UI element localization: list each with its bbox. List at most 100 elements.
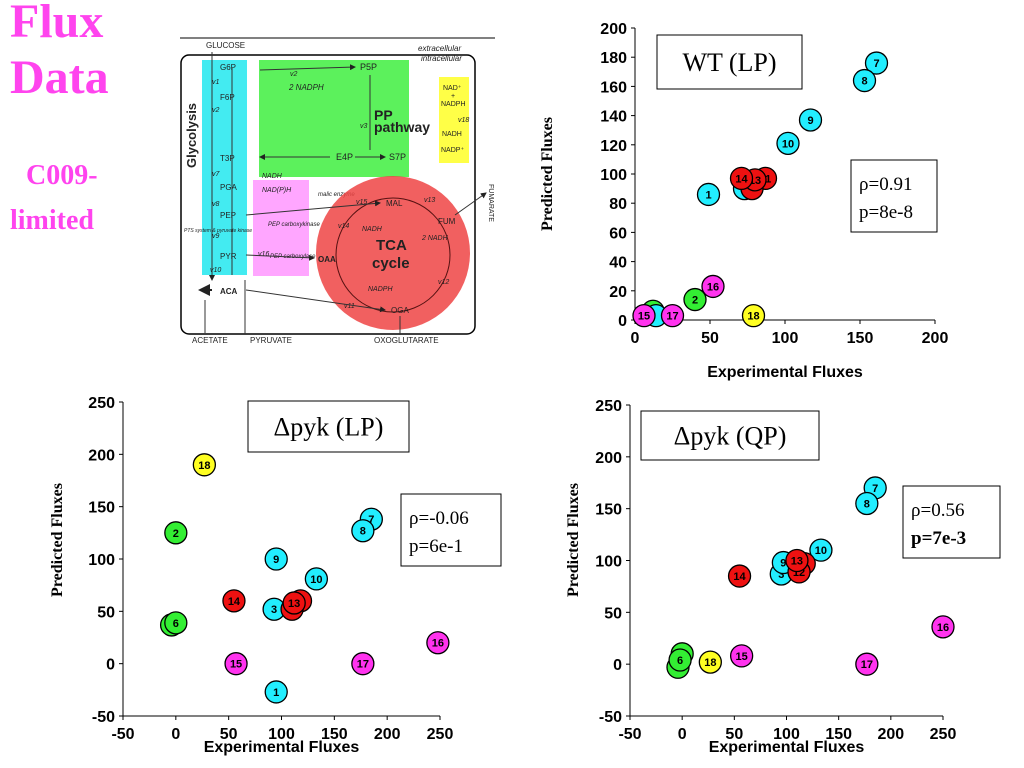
data-point-marker (864, 51, 889, 75)
pathway-label: pathway (374, 119, 430, 135)
data-point-marker (304, 567, 329, 591)
e4p-label: E4P (336, 152, 353, 162)
oxoglutarate-label: OXOGLUTARATE (374, 336, 439, 345)
data-point-marker (683, 287, 707, 312)
x-tick-label: 50 (725, 726, 743, 743)
data-point: 17 (351, 652, 375, 676)
data-point: 16 (426, 631, 450, 655)
data-point: 18 (698, 650, 722, 674)
data-point-label: 14 (735, 173, 748, 185)
data-point-marker (164, 521, 188, 545)
t3p-label: T3P (220, 154, 235, 163)
x-tick-label: 50 (220, 726, 238, 743)
y-tick-label: 0 (106, 657, 115, 674)
data-point: 13 (785, 548, 809, 573)
pep-carboxykinase-label: PEP carboxykinase (268, 222, 320, 228)
v14-label: v14 (338, 223, 349, 230)
x-tick-label: 250 (427, 726, 454, 743)
data-point-label: 7 (368, 514, 374, 526)
data-point-marker (776, 131, 800, 155)
y-tick-label: 0 (613, 657, 622, 674)
data-point: 8 (351, 519, 375, 543)
data-point-marker (264, 547, 288, 571)
fumarate-label: FUMARATE (487, 184, 494, 222)
data-point-marker (660, 303, 685, 328)
x-axis-label: Experimental Fluxes (204, 739, 360, 756)
stats-box (902, 485, 1001, 559)
y-tick-label: 80 (609, 196, 627, 213)
data-point-marker (426, 631, 450, 655)
data-point-marker (351, 519, 375, 543)
pyr-to-oaa-arrow (245, 254, 315, 261)
page-subtitle-line1: C009- (26, 160, 98, 191)
intracellular-label: intracellular (421, 54, 462, 63)
data-point-marker (698, 650, 722, 674)
data-point-label: 17 (357, 659, 369, 671)
data-point-marker (164, 611, 188, 635)
tca-label: TCA (376, 237, 407, 254)
data-point: 14 (727, 564, 752, 588)
plus-label: + (451, 93, 455, 100)
y-tick-label: 120 (600, 138, 627, 155)
stats-box (850, 159, 938, 233)
x-tick-label: 200 (374, 726, 401, 743)
pyruvate-label: PYRUVATE (250, 336, 292, 345)
x-tick-label: 150 (825, 726, 852, 743)
chart-1: 0 50 100 150 200 0 20 40 60 80 100 120 140 160 180 200 E… (539, 21, 948, 381)
cycle-label: cycle (372, 255, 410, 272)
data-point-marker (809, 538, 833, 562)
f6p-label: F6P (220, 93, 235, 102)
v7-label: v7 (212, 171, 221, 178)
data-point-label: 6 (677, 655, 683, 667)
data-point-label: 7 (872, 483, 878, 495)
data-point-marker (264, 680, 288, 704)
y-tick-label: 20 (609, 284, 627, 301)
x-tick-label: -50 (111, 726, 134, 743)
chart-title: Δpyk (QP) (674, 422, 787, 451)
x-tick-label: 200 (877, 726, 904, 743)
nadph-pep-label: NAD(P)H (262, 187, 292, 194)
data-point: 18 (741, 303, 766, 328)
nadh-cofactor-label: NADH (442, 131, 462, 138)
y-tick-label: 150 (595, 502, 622, 519)
v10-label: v10 (210, 267, 221, 274)
data-point: 14 (729, 166, 754, 191)
data-point: 16 (931, 615, 955, 639)
x-tick-label: 100 (268, 726, 295, 743)
glucose-label: GLUCOSE (206, 41, 245, 50)
data-point-label: 17 (861, 659, 873, 671)
data-point-label: 18 (704, 657, 716, 669)
data-point-label: 15 (736, 651, 748, 663)
data-point-marker (282, 591, 306, 615)
y-axis-label: Predicted Fluxes (49, 483, 66, 597)
stats-box (400, 493, 502, 567)
data-point-marker (855, 652, 879, 676)
y-tick-label: 200 (595, 450, 622, 467)
data-point-label: 10 (815, 545, 827, 557)
aca-to-oga-arrow (245, 289, 386, 313)
data-point: 1 (264, 680, 288, 704)
pyr-label: PYR (220, 252, 237, 261)
data-point-marker (668, 648, 692, 672)
fum-export-arrow (454, 192, 487, 216)
y-tick-label: 40 (609, 255, 627, 272)
y-tick-label: 100 (600, 167, 627, 184)
v18-label: v18 (458, 117, 469, 124)
y-tick-label: 250 (595, 398, 622, 415)
y-tick-label: 0 (618, 313, 627, 330)
data-point: 6 (164, 611, 188, 635)
data-point-label: 16 (937, 622, 949, 634)
chart-title-box (656, 34, 803, 90)
pts-label: PTS system & pyruvate kinase (184, 228, 252, 234)
data-point-marker (727, 564, 752, 588)
y-axis-label: Predicted Fluxes (565, 483, 582, 597)
data-point: 7 (864, 51, 889, 75)
x-axis-label: Experimental Fluxes (709, 739, 865, 756)
nadph-cofactor-label: NADPH (441, 101, 466, 108)
data-point-marker (224, 652, 248, 676)
y-tick-label: 60 (609, 225, 627, 242)
data-point-label: 10 (310, 574, 322, 586)
tca-cycle-ring (335, 197, 451, 313)
data-point-label: 14 (733, 571, 746, 583)
